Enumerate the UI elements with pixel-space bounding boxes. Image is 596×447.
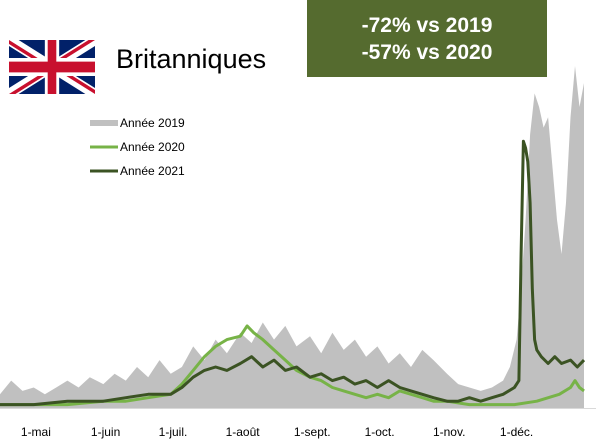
stat-vs-2020: -57% vs 2020 bbox=[361, 40, 493, 64]
x-tick-label: 1-août bbox=[226, 425, 261, 439]
stat-vs-2019: -72% vs 2019 bbox=[361, 13, 493, 37]
x-tick-label: 1-mai bbox=[21, 425, 51, 439]
plot-series bbox=[0, 66, 586, 408]
x-ticks: 1-mai 1-juin 1-juil. 1-août 1-sept. 1-oct. 1-n… bbox=[21, 425, 533, 439]
page-title: Britanniques bbox=[116, 44, 267, 74]
series-2021-line bbox=[0, 139, 586, 407]
x-tick-label: 1-juin bbox=[91, 425, 120, 439]
union-jack-flag-icon bbox=[7, 35, 97, 99]
legend-label: Année 2019 bbox=[120, 116, 185, 130]
x-tick-label: 1-nov. bbox=[433, 425, 465, 439]
x-tick-label: 1-déc. bbox=[500, 425, 533, 439]
x-tick-label: 1-juil. bbox=[159, 425, 188, 439]
legend-label: Année 2021 bbox=[120, 164, 185, 178]
x-tick-label: 1-oct. bbox=[365, 425, 395, 439]
stats-box: -72% vs 2019 -57% vs 2020 bbox=[307, 0, 547, 77]
series-2020-line bbox=[0, 324, 585, 407]
x-tick-label: 1-sept. bbox=[294, 425, 331, 439]
series-2019-area bbox=[0, 66, 584, 408]
legend: Année 2019 Année 2020 Année 2021 bbox=[90, 116, 185, 178]
legend-label: Année 2020 bbox=[120, 140, 185, 154]
